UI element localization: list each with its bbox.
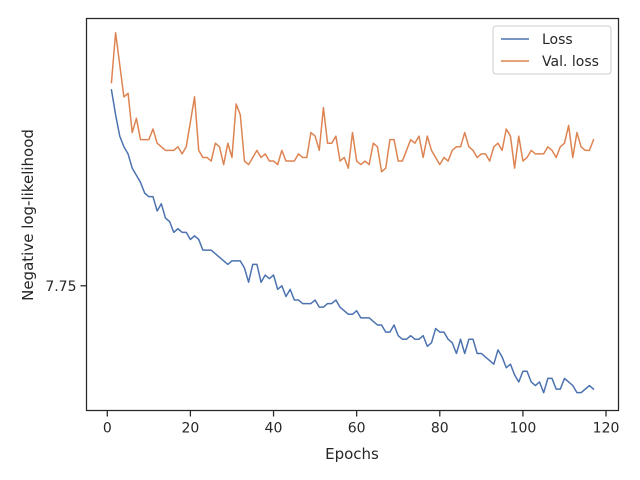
y-axis-ticks: 7.75 <box>45 279 87 295</box>
legend-label: Loss <box>542 32 573 48</box>
x-tick-label: 20 <box>181 421 199 437</box>
x-tick-label: 120 <box>593 421 620 437</box>
x-tick-label: 80 <box>431 421 449 437</box>
x-tick-label: 0 <box>103 421 112 437</box>
x-axis-label: Epochs <box>325 445 379 463</box>
x-tick-label: 40 <box>265 421 283 437</box>
legend: Loss Val. loss <box>492 25 612 75</box>
series-line-1 <box>110 32 595 173</box>
x-tick-label: 60 <box>348 421 366 437</box>
plot-lines <box>110 32 595 394</box>
x-tick-label: 100 <box>510 421 537 437</box>
legend-box <box>492 25 612 75</box>
series-line-0 <box>110 89 595 394</box>
y-tick-label: 7.75 <box>45 279 76 295</box>
plot-frame <box>85 17 620 412</box>
y-axis-label: Negative log-likelihood <box>19 129 37 301</box>
legend-label: Val. loss <box>542 54 599 70</box>
x-axis-ticks: 0 20 40 60 80 100 120 <box>103 410 620 437</box>
